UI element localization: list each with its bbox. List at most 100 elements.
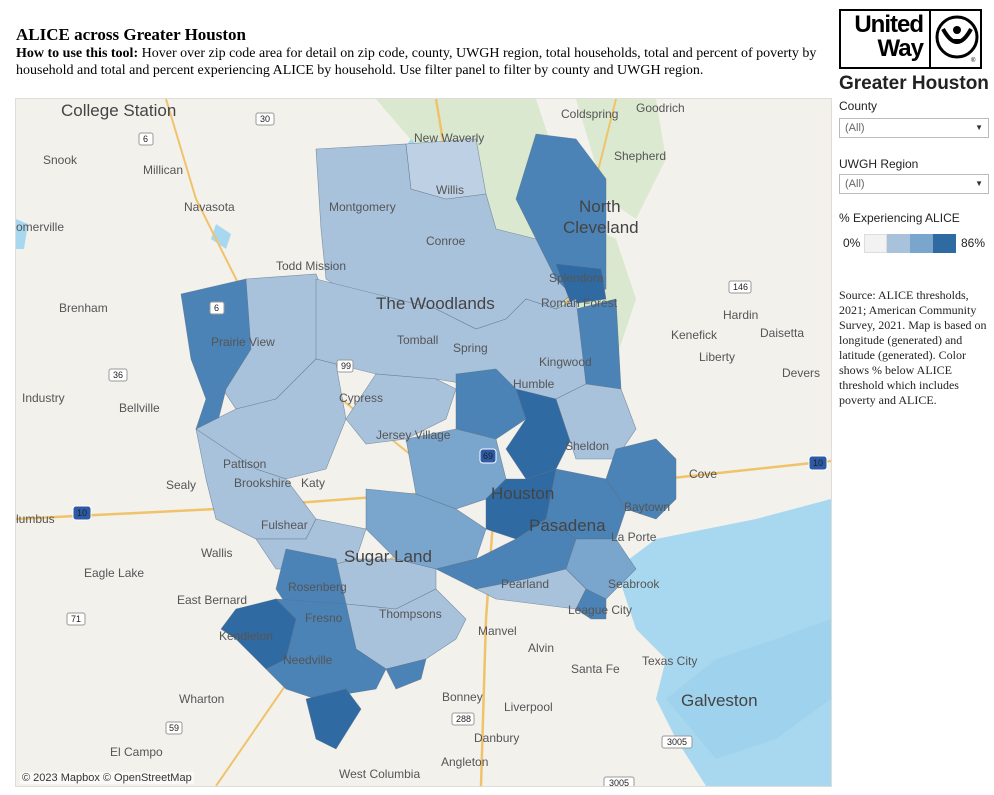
- label-eagle-lake: Eagle Lake: [84, 566, 144, 580]
- label-texas-city: Texas City: [642, 654, 697, 668]
- label-sealy: Sealy: [166, 478, 196, 492]
- label-needville: Needville: [283, 653, 333, 667]
- shield-3005b: 3005: [609, 778, 629, 786]
- shield-6a: 6: [143, 134, 148, 144]
- label-industry: Industry: [22, 391, 65, 405]
- legend-swatch-1: [864, 234, 887, 253]
- shield-10b: 10: [77, 508, 87, 518]
- logo-wordmark: United Way: [845, 11, 924, 62]
- label-manvel: Manvel: [478, 624, 517, 638]
- label-el-campo: El Campo: [110, 745, 163, 759]
- label-spring: Spring: [453, 341, 488, 355]
- region-houston-core[interactable]: [485, 468, 557, 540]
- label-willis: Willis: [436, 183, 464, 197]
- label-galveston: Galveston: [681, 691, 758, 710]
- shield-146: 146: [733, 282, 748, 292]
- label-millican: Millican: [143, 163, 183, 177]
- region-brazoria-north[interactable]: [305, 688, 362, 750]
- label-brookshire: Brookshire: [234, 476, 292, 490]
- legend-swatch-3: [910, 234, 933, 253]
- label-todd-mission: Todd Mission: [276, 259, 346, 273]
- logo-divider: [929, 11, 931, 67]
- shield-59: 59: [169, 723, 179, 733]
- shield-36: 36: [113, 370, 123, 380]
- county-filter-label: County: [839, 99, 878, 113]
- label-new-waverly: New Waverly: [414, 131, 484, 145]
- map-attribution[interactable]: © 2023 Mapbox © OpenStreetMap: [20, 772, 194, 784]
- label-sugar-land: Sugar Land: [344, 547, 432, 566]
- region-league-city[interactable]: [575, 588, 607, 620]
- county-filter-select[interactable]: (All) ▼: [839, 118, 989, 138]
- label-humble: Humble: [513, 377, 555, 391]
- color-legend[interactable]: 0% 86%: [839, 233, 994, 255]
- logo-line-2: Way: [877, 35, 924, 62]
- region-filter-select[interactable]: (All) ▼: [839, 174, 989, 194]
- map-canvas[interactable]: College Station Goodrich New Waverly Col…: [16, 99, 831, 786]
- label-pattison: Pattison: [223, 457, 266, 471]
- label-woodlands: The Woodlands: [376, 294, 495, 313]
- source-note: Source: ALICE thresholds, 2021; American…: [839, 288, 987, 407]
- shield-3005a: 3005: [667, 737, 687, 747]
- logo-line-1: United: [854, 11, 924, 38]
- label-somerville: omerville: [16, 220, 64, 234]
- label-liverpool: Liverpool: [504, 700, 553, 714]
- label-danbury: Danbury: [474, 731, 519, 745]
- label-seabrook: Seabrook: [608, 577, 660, 591]
- label-montgomery: Montgomery: [329, 200, 396, 214]
- shield-10a: 10: [813, 458, 823, 468]
- legend-min: 0%: [843, 236, 861, 250]
- forest-area-2: [576, 99, 666, 219]
- label-angleton: Angleton: [441, 755, 488, 769]
- label-jersey-village: Jersey Village: [376, 428, 451, 442]
- label-shepherd: Shepherd: [614, 149, 666, 163]
- region-willis[interactable]: [405, 138, 487, 200]
- label-league-city: League City: [568, 603, 632, 617]
- label-east-bernard: East Bernard: [177, 593, 247, 607]
- instructions: How to use this tool: Hover over zip cod…: [16, 45, 826, 79]
- lake-somerville: [16, 219, 28, 249]
- shield-288: 288: [456, 714, 471, 724]
- label-liberty: Liberty: [699, 350, 735, 364]
- label-brenham: Brenham: [59, 301, 108, 315]
- label-pearland: Pearland: [501, 577, 549, 591]
- region-woodlands[interactable]: [315, 278, 587, 400]
- alice-map[interactable]: College Station Goodrich New Waverly Col…: [15, 98, 832, 787]
- label-north: North: [579, 197, 621, 216]
- label-cove: Cove: [689, 467, 717, 481]
- label-katy: Katy: [301, 476, 325, 490]
- svg-text:®: ®: [971, 57, 976, 63]
- shield-69: 69: [483, 451, 493, 461]
- logo-box: United Way ®: [839, 9, 982, 69]
- shield-99: 99: [341, 361, 351, 371]
- label-splendora: Splendora: [549, 271, 604, 285]
- legend-swatch-2: [887, 234, 910, 253]
- label-kendleton: Kendleton: [219, 629, 273, 643]
- region-sheldon[interactable]: [555, 383, 637, 460]
- label-west-columbia: West Columbia: [339, 767, 420, 781]
- label-hardin: Hardin: [723, 308, 758, 322]
- label-bellville: Bellville: [119, 401, 160, 415]
- lake: [211, 224, 231, 249]
- label-columbus: lumbus: [16, 512, 55, 526]
- label-roman-forest: Roman Forest: [541, 296, 618, 310]
- region-filter-value: (All): [845, 178, 865, 190]
- chevron-down-icon: ▼: [975, 179, 983, 188]
- label-baytown: Baytown: [624, 500, 670, 514]
- label-rosenberg: Rosenberg: [288, 580, 347, 594]
- region-cypress[interactable]: [345, 373, 457, 445]
- label-fresno: Fresno: [305, 611, 343, 625]
- shield-30: 30: [260, 114, 270, 124]
- chevron-down-icon: ▼: [975, 123, 983, 132]
- region-splendora[interactable]: [555, 263, 607, 305]
- region-thompsons[interactable]: [385, 658, 427, 690]
- county-filter-value: (All): [845, 122, 865, 134]
- label-fulshear: Fulshear: [261, 518, 308, 532]
- label-tomball: Tomball: [397, 333, 438, 347]
- label-thompsons: Thompsons: [379, 607, 442, 621]
- label-santa-fe: Santa Fe: [571, 662, 620, 676]
- label-sheldon: Sheldon: [565, 439, 609, 453]
- shield-6b: 6: [214, 303, 219, 313]
- label-kingwood: Kingwood: [539, 355, 592, 369]
- instructions-label: How to use this tool:: [16, 46, 139, 61]
- legend-swatch-4: [933, 234, 956, 253]
